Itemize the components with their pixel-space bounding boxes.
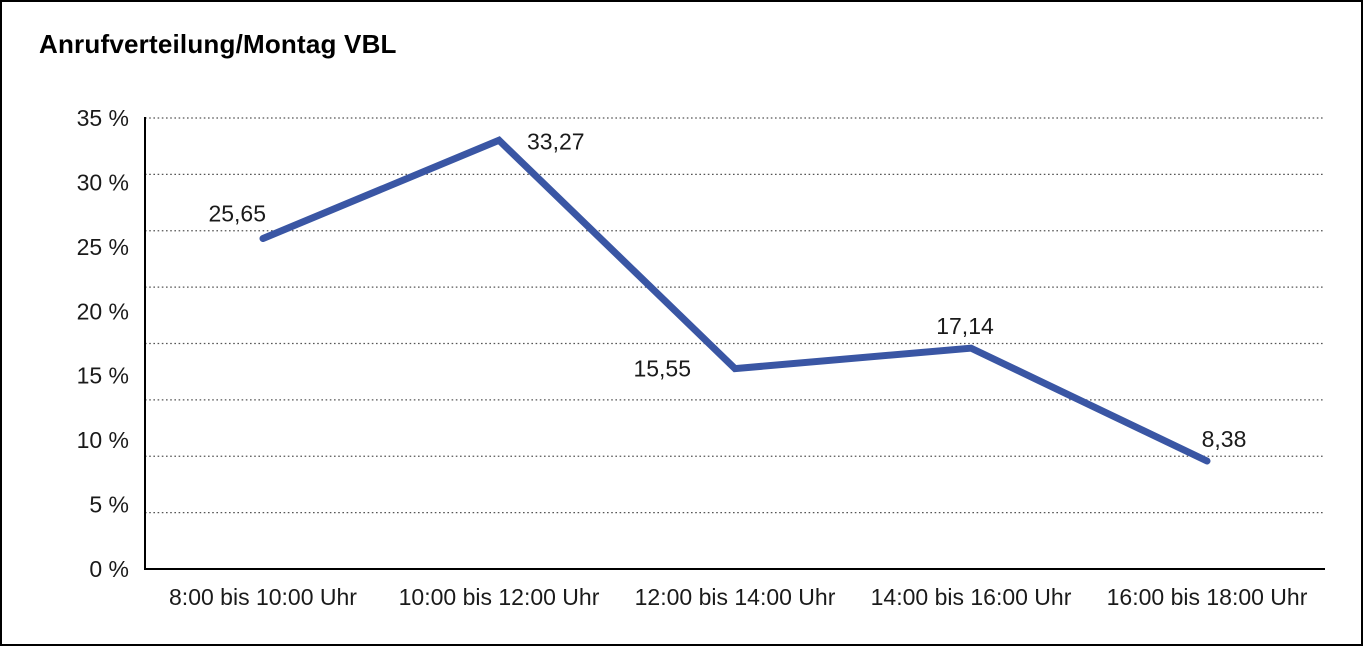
data-point-label: 8,38 <box>1202 426 1247 452</box>
x-category-label: 12:00 bis 14:00 Uhr <box>635 584 836 610</box>
y-tick-label: 35 % <box>77 105 129 131</box>
y-tick-label: 0 % <box>89 556 129 582</box>
chart-title: Anrufverteilung/Montag VBL <box>39 29 397 59</box>
data-point-label: 25,65 <box>208 200 266 226</box>
data-point-label: 15,55 <box>633 356 691 382</box>
y-tick-label: 25 % <box>77 234 129 260</box>
x-category-label: 8:00 bis 10:00 Uhr <box>169 584 357 610</box>
y-tick-label: 20 % <box>77 298 129 324</box>
data-point-label: 33,27 <box>527 128 585 154</box>
x-category-label: 14:00 bis 16:00 Uhr <box>871 584 1072 610</box>
y-tick-label: 15 % <box>77 363 129 389</box>
x-category-label: 10:00 bis 12:00 Uhr <box>399 584 600 610</box>
y-tick-label: 10 % <box>77 427 129 453</box>
y-tick-label: 5 % <box>89 492 129 518</box>
data-series-line <box>259 136 1211 465</box>
data-point-label: 17,14 <box>936 313 994 339</box>
y-tick-label: 30 % <box>77 169 129 195</box>
x-category-label: 16:00 bis 18:00 Uhr <box>1107 584 1308 610</box>
